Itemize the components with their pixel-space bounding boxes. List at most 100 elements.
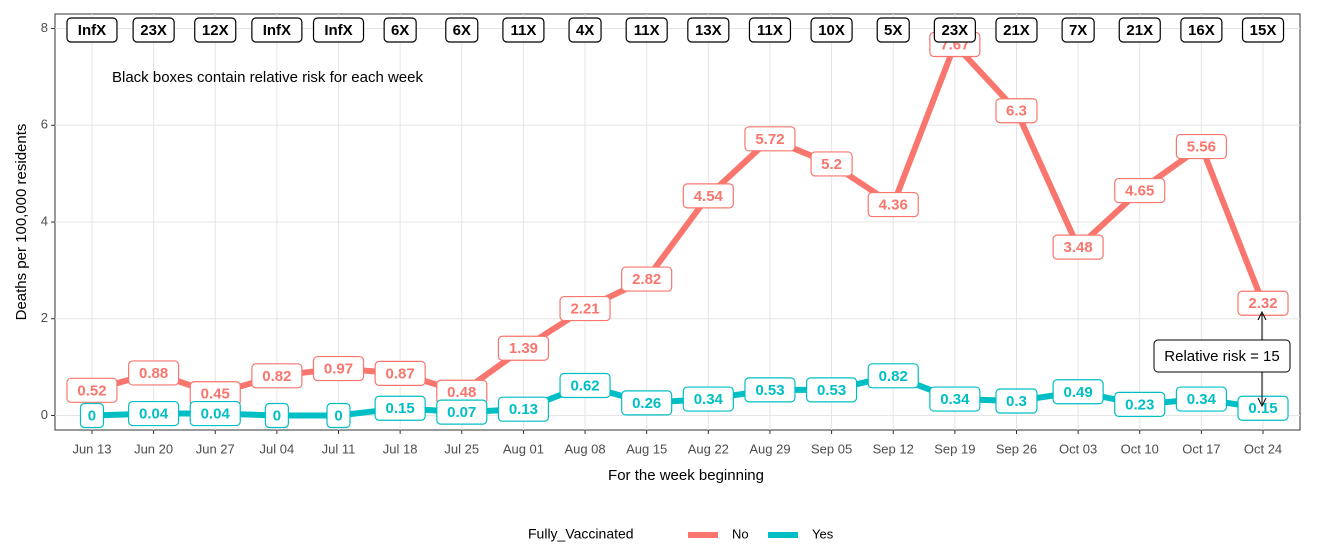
legend-title: Fully_Vaccinated xyxy=(528,526,634,542)
data-label: 0.15 xyxy=(1248,400,1277,417)
data-label: 0.62 xyxy=(570,377,599,394)
data-label-box xyxy=(1175,386,1227,412)
data-label-box xyxy=(1052,234,1104,260)
risk-label-box xyxy=(383,17,417,43)
x-tick-label: Aug 15 xyxy=(626,441,667,456)
data-label: 0.48 xyxy=(447,384,476,401)
risk-label: 5X xyxy=(884,22,902,39)
data-label-box xyxy=(436,399,488,425)
data-label-box xyxy=(744,126,796,152)
annotation: Black boxes contain relative risk for ea… xyxy=(112,69,423,86)
data-label-box xyxy=(128,400,180,427)
data-label-box xyxy=(79,402,105,429)
data-label: 4.65 xyxy=(1125,183,1154,200)
data-label: 0.87 xyxy=(386,365,415,382)
x-tick-label: Jul 18 xyxy=(383,441,418,456)
data-label-box xyxy=(867,363,919,389)
annotation: Relative risk = 15 xyxy=(1164,348,1279,365)
risk-label-box xyxy=(502,17,545,43)
data-label-box xyxy=(189,400,241,427)
data-label-box xyxy=(128,360,180,386)
data-label-box xyxy=(1237,395,1289,421)
data-label: 0 xyxy=(334,407,342,424)
data-label-box xyxy=(1175,133,1227,160)
y-tick-label: 8 xyxy=(41,20,48,35)
x-tick-label: Oct 17 xyxy=(1182,441,1220,456)
data-label-box xyxy=(66,377,118,403)
risk-label: 6X xyxy=(391,22,409,39)
data-label: 0.04 xyxy=(139,406,169,423)
risk-label: 13X xyxy=(695,22,722,39)
data-label: 2.82 xyxy=(632,271,661,288)
risk-label: 10X xyxy=(818,22,845,39)
data-label-box xyxy=(1114,177,1166,204)
labels: 0.52 0.88 0.45 0.82 0.97 0.87 0.48 1.39 2.21 2.82… xyxy=(66,17,1289,429)
arrow-heads xyxy=(1257,310,1267,408)
y-tick-label: 4 xyxy=(41,213,48,228)
data-label-box xyxy=(264,402,289,429)
data-label-box xyxy=(251,363,303,389)
data-label: 0.45 xyxy=(201,386,230,403)
data-label: 0 xyxy=(88,407,96,424)
data-label-box xyxy=(995,98,1038,124)
data-label: 3.48 xyxy=(1064,239,1093,256)
data-label: 0.53 xyxy=(817,382,846,399)
data-label-box xyxy=(621,390,673,416)
data-label: 6.3 xyxy=(1006,103,1027,120)
data-label: 0.15 xyxy=(386,400,415,417)
data-label: 0.49 xyxy=(1064,384,1093,401)
risk-label-box xyxy=(1180,17,1223,43)
risk-label-box xyxy=(876,17,910,43)
data-label: 0.53 xyxy=(755,382,784,399)
data-label-box xyxy=(374,395,426,421)
risk-label-box xyxy=(933,17,976,43)
risk-label-box xyxy=(810,17,853,43)
data-label: 0.13 xyxy=(509,401,538,418)
x-tick-label: Sep 26 xyxy=(996,441,1037,456)
data-label: 0.23 xyxy=(1125,396,1154,413)
risk-label-box xyxy=(1061,17,1095,43)
data-label-box xyxy=(929,386,981,412)
x-tick-label: Oct 10 xyxy=(1121,441,1159,456)
data-label: 0.97 xyxy=(324,361,353,378)
data-label-box xyxy=(497,396,550,422)
x-tick-label: Sep 19 xyxy=(934,441,975,456)
x-axis-label: For the week beginning xyxy=(608,467,764,484)
y-tick-label: 0 xyxy=(41,407,48,422)
risk-label: 7X xyxy=(1069,22,1087,39)
data-label: 4.54 xyxy=(694,188,724,205)
data-label: 0.07 xyxy=(447,404,476,421)
x-tick-label: Sep 12 xyxy=(873,441,914,456)
risk-label: InfX xyxy=(263,22,291,39)
x-tick-label: Jun 20 xyxy=(134,441,173,456)
risk-label-box xyxy=(1118,17,1161,43)
x-tick-label: Oct 03 xyxy=(1059,441,1097,456)
data-label-box xyxy=(995,388,1038,414)
data-label: 0.82 xyxy=(879,368,908,385)
risk-label: 16X xyxy=(1188,22,1215,39)
data-label-box xyxy=(559,372,611,399)
legend: Fully_Vaccinated No Yes xyxy=(528,526,834,542)
x-tick-label: Jun 13 xyxy=(72,441,111,456)
data-label: 5.2 xyxy=(821,156,842,173)
x-tick-label: Aug 29 xyxy=(749,441,790,456)
data-label: 0.04 xyxy=(201,406,231,423)
risk-label: 23X xyxy=(941,22,968,39)
risk-label: 11X xyxy=(510,22,536,39)
data-label-box xyxy=(497,335,550,361)
data-label-box xyxy=(867,191,919,218)
data-label: 1.39 xyxy=(509,340,538,357)
legend-label: Yes xyxy=(812,526,834,541)
risk-label: 21X xyxy=(1126,22,1153,39)
y-axis-label: Deaths per 100,000 residents xyxy=(13,124,30,321)
risk-label: 6X xyxy=(453,22,471,39)
risk-label-box xyxy=(66,17,118,43)
risk-label-box xyxy=(1241,17,1285,43)
risk-label: 23X xyxy=(140,22,167,39)
data-label: 0.34 xyxy=(1187,391,1217,408)
y-tick-label: 6 xyxy=(41,117,48,132)
x-tick-label: Jul 25 xyxy=(444,441,479,456)
data-label-box xyxy=(1114,391,1166,417)
risk-label-box xyxy=(748,17,792,43)
